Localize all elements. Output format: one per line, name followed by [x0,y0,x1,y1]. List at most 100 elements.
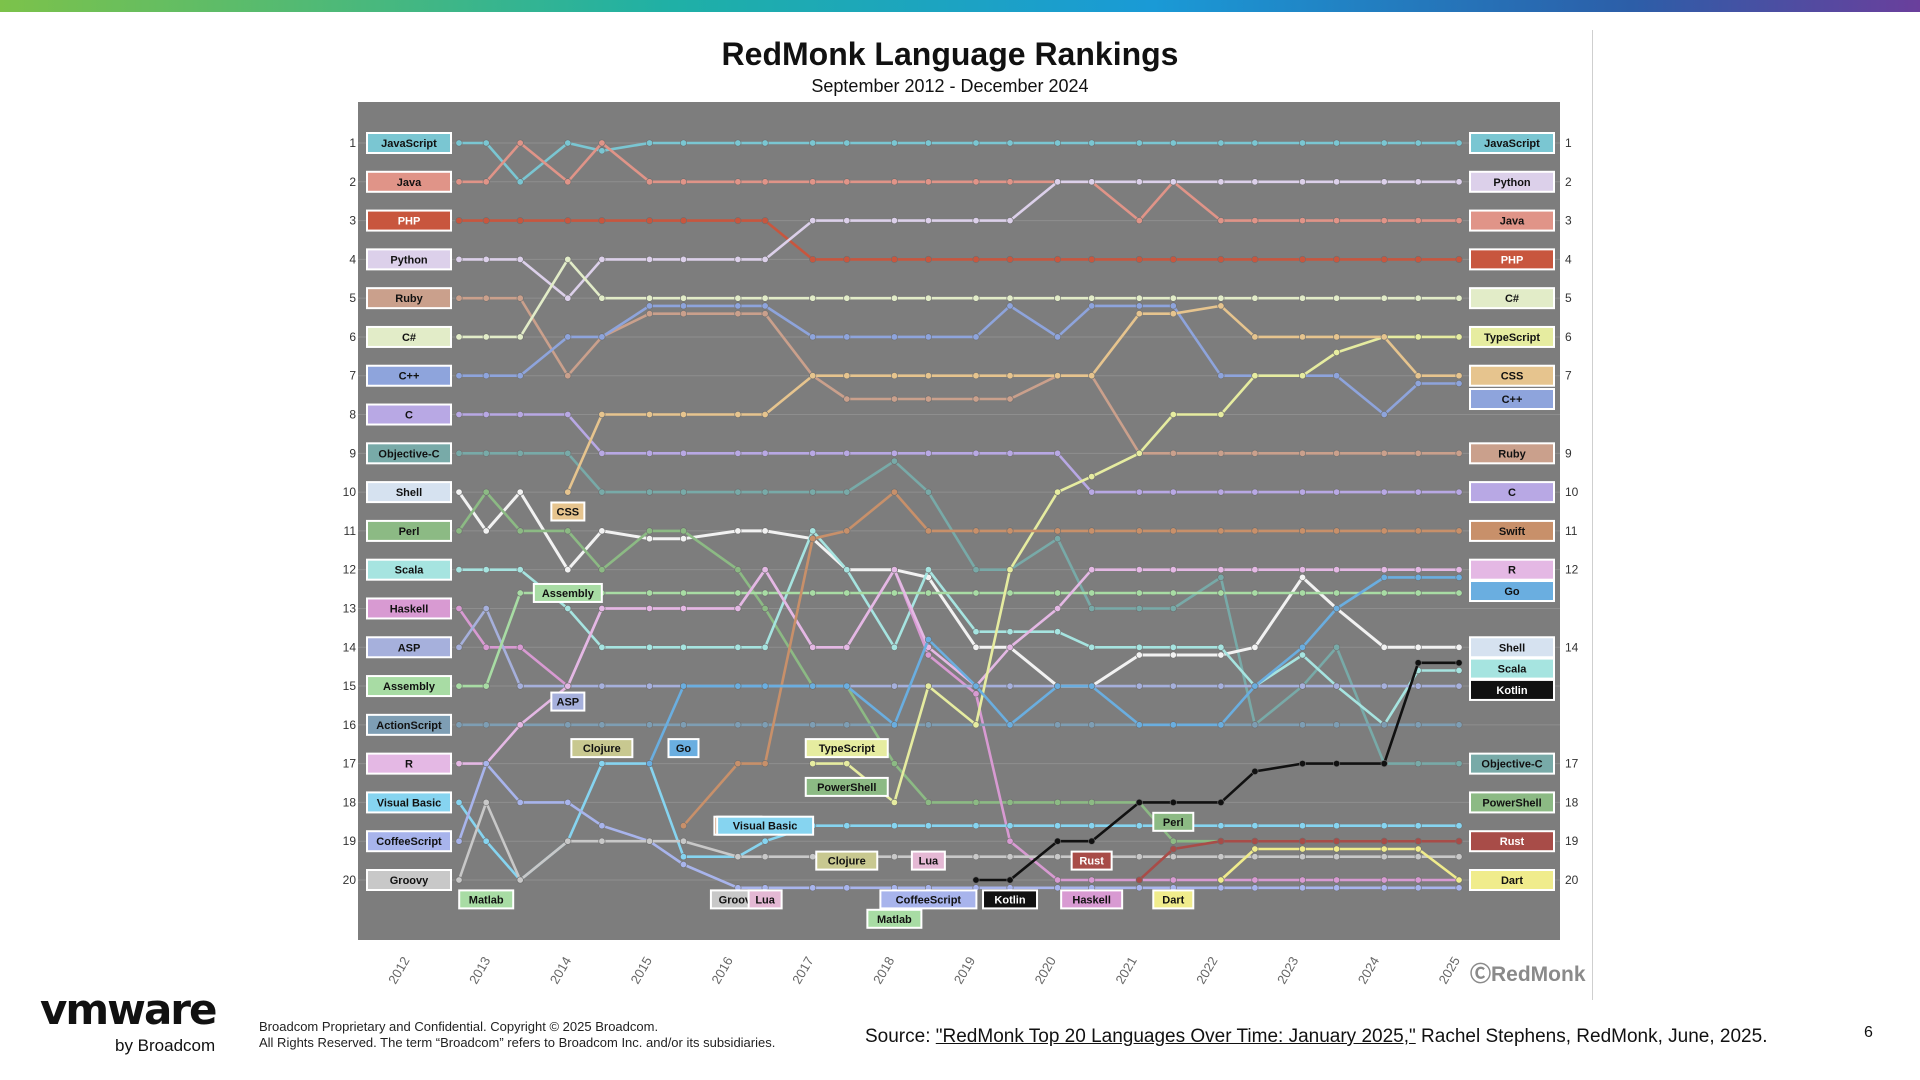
series-point [972,628,980,636]
series-point [890,643,898,651]
watermark-text: RedMonk [1491,963,1586,986]
series-point [598,217,606,225]
rank-tick-left: 13 [343,601,357,615]
rank-tick-right: 5 [1565,291,1572,305]
series-point [1217,410,1225,418]
series-point [1414,333,1422,341]
series-point [1414,643,1422,651]
left-label: Objective-C [366,442,452,465]
right-label: PowerShell [1469,791,1555,814]
series-point [1251,217,1259,225]
series-point [1135,651,1143,659]
series-point [1006,527,1014,535]
series-point [1054,604,1062,612]
inline-label-box [804,738,889,759]
right-label-box [1469,170,1555,193]
series-point [1135,721,1143,729]
series-point [645,178,653,186]
series-point [1135,449,1143,457]
series-point [1006,449,1014,457]
series-point [1169,845,1177,853]
series-point [1217,798,1225,806]
series-point [924,139,932,147]
left-label-box [366,597,452,620]
series-point [1217,822,1225,830]
left-label-box [366,558,452,581]
series-point [1169,302,1177,310]
series-point [890,139,898,147]
series-point [843,721,851,729]
series-point [1455,659,1463,667]
right-label-text: C [1508,487,1516,499]
series-point [482,410,490,418]
series-point [734,217,742,225]
legal-line-1: Broadcom Proprietary and Confidential. C… [259,1019,659,1034]
inline-label-text: Dart [1162,894,1184,906]
source-citation: Source: "RedMonk Top 20 Languages Over T… [865,1026,1767,1048]
series-point [924,566,932,574]
series-point [1217,853,1225,861]
series-point [455,760,463,768]
series-point [645,449,653,457]
series-point [516,178,524,186]
inline-label-text: PowerShell [817,782,876,794]
right-label-text: JavaScript [1484,138,1540,150]
series-point [972,643,980,651]
right-label: R [1469,558,1555,581]
series-point [1333,217,1341,225]
series-point [516,798,524,806]
series-point [1217,837,1225,845]
series-point [1169,876,1177,884]
series-point [1414,589,1422,597]
series-point [1135,566,1143,574]
series-point [1380,573,1388,581]
series-point [1135,589,1143,597]
right-label-box [1469,657,1555,680]
series-point [1299,643,1307,651]
series-point [843,589,851,597]
series-point [1380,410,1388,418]
right-label-text: Shell [1499,642,1525,654]
series-point [598,604,606,612]
right-label-text: Java [1500,216,1525,228]
series-point [809,217,817,225]
series-point [809,255,817,263]
series-point [1333,643,1341,651]
year-tick: 2014 [547,954,574,987]
series-point [1333,589,1341,597]
series-point [972,822,980,830]
series-point [1455,488,1463,496]
source-link[interactable]: "RedMonk Top 20 Languages Over Time: Jan… [935,1026,1416,1047]
series-point [734,294,742,302]
series-point [761,310,769,318]
right-label-box [1469,558,1555,581]
series-point [1006,302,1014,310]
series-point [645,682,653,690]
inline-label: Clojure [815,850,879,871]
series-point [482,527,490,535]
series-point [843,884,851,892]
right-label-box [1469,830,1555,853]
left-label: ActionScript [366,713,452,736]
series-point [645,535,653,543]
series-point [843,217,851,225]
series-point [1414,372,1422,380]
series-point [1006,372,1014,380]
series-point [1006,798,1014,806]
inline-label-box [532,582,603,603]
series-point [1088,255,1096,263]
left-label-box [366,287,452,310]
series-point [1455,449,1463,457]
series-point [1455,139,1463,147]
inline-label-box [879,889,978,910]
series-point [645,410,653,418]
series-point [598,643,606,651]
series-point [1217,139,1225,147]
left-label-box [366,713,452,736]
series-point [1333,294,1341,302]
series-point [564,410,572,418]
series-point [564,682,572,690]
series-point [1455,294,1463,302]
series-point [1251,178,1259,186]
series-point [482,372,490,380]
